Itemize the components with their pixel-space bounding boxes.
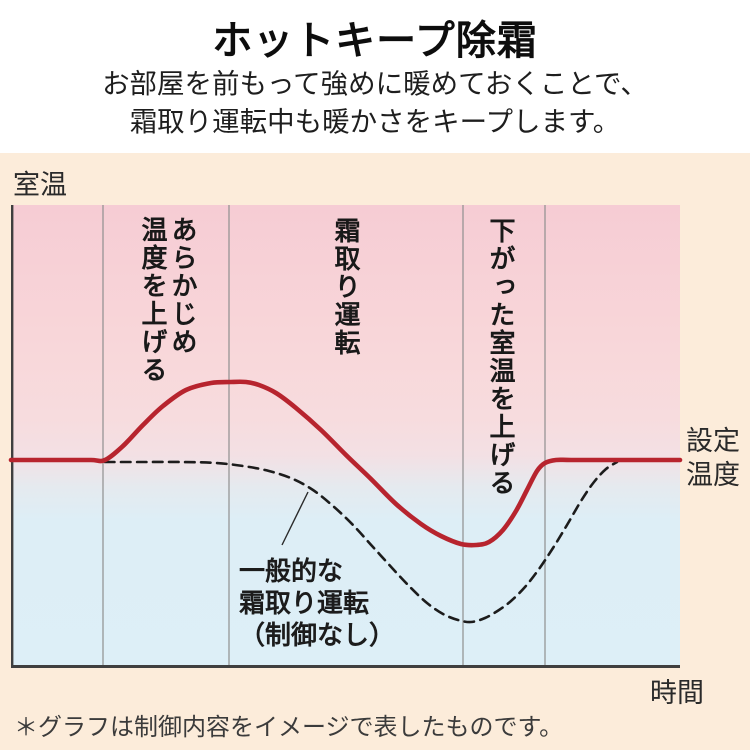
- region-label-defrost: 霜取り運転: [331, 217, 361, 357]
- subtitle-line-1: お部屋を前もって強めに暖めておくことで、: [102, 68, 648, 99]
- callout-pointer-line: [281, 491, 309, 546]
- normal-defrost-temperature-curve: [103, 460, 619, 624]
- set-temperature-label: 設定温度: [686, 426, 740, 490]
- normal-defrost-callout: 一般的な 霜取り運転 （制御なし）: [239, 555, 395, 651]
- callout-line-1: 一般的な: [239, 556, 344, 586]
- hot-keep-temperature-curve: [8, 379, 683, 548]
- region-label-defrost-line-1: 霜取り運転: [331, 217, 361, 357]
- region-label-preheat: あらかじめ 温度を上げる: [138, 216, 198, 384]
- region-label-preheat-line-2: 温度を上げる: [138, 216, 168, 384]
- page-title: ホットキープ除霜: [212, 19, 538, 63]
- region-label-preheat-line-1: あらかじめ: [168, 216, 198, 356]
- chart-panel: 室温 あらかじめ 温度を上げる 霜取り運転 下がった室温を上げる 一般的な 霜取…: [0, 153, 750, 750]
- chart-canvas: [8, 205, 683, 668]
- callout-line-3: （制御なし）: [239, 620, 396, 650]
- callout-line-2: 霜取り運転: [239, 588, 370, 618]
- region-label-reheat-line-1: 下がった室温を上げる: [486, 217, 516, 497]
- footnote: ＊グラフは制御内容をイメージで表したものです。: [14, 714, 564, 741]
- plot-area: あらかじめ 温度を上げる 霜取り運転 下がった室温を上げる 一般的な 霜取り運転…: [8, 205, 683, 668]
- subtitle-line-2: 霜取り運転中も暖かさをキープします。: [129, 106, 621, 137]
- x-axis-label: 時間: [650, 678, 704, 708]
- y-axis-label: 室温: [13, 170, 67, 200]
- region-label-reheat: 下がった室温を上げる: [486, 217, 516, 497]
